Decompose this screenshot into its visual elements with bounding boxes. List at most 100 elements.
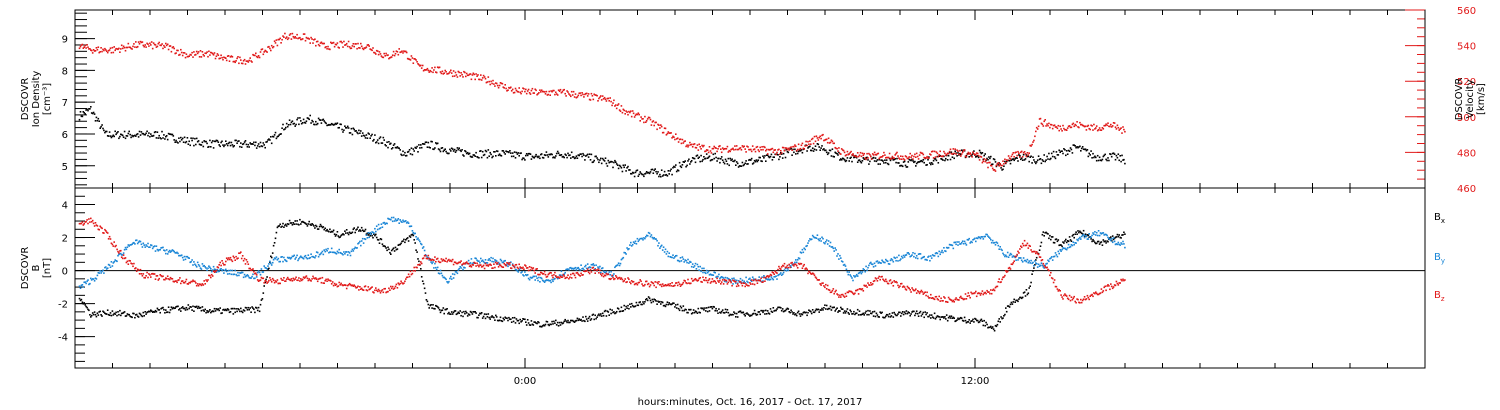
data-point	[942, 159, 944, 161]
data-point	[517, 91, 520, 93]
data-point	[293, 37, 295, 39]
data-point	[951, 153, 954, 155]
series-ion-density	[78, 106, 1126, 178]
data-point	[591, 161, 594, 164]
data-point	[987, 326, 989, 329]
data-point	[883, 316, 885, 319]
data-point	[586, 153, 589, 156]
data-point	[1005, 254, 1007, 257]
data-point	[172, 280, 175, 283]
data-point	[386, 291, 388, 293]
data-point	[150, 135, 153, 137]
data-point	[689, 163, 691, 165]
data-point	[595, 317, 597, 320]
data-point	[226, 144, 229, 147]
data-point	[684, 140, 686, 142]
data-point	[947, 316, 950, 319]
data-point	[694, 310, 697, 312]
data-point	[795, 313, 797, 315]
axis-title-line: Ion Density	[31, 71, 42, 128]
data-point	[958, 241, 960, 243]
data-point	[956, 319, 958, 321]
data-point	[80, 222, 83, 225]
data-point	[387, 54, 389, 56]
data-point	[184, 56, 187, 59]
data-point	[995, 241, 998, 243]
data-point	[440, 258, 443, 260]
data-point	[908, 158, 910, 161]
data-point	[589, 99, 592, 101]
data-point	[927, 157, 929, 159]
data-point	[570, 319, 573, 322]
data-point	[192, 279, 194, 282]
data-point	[621, 170, 624, 173]
data-point	[217, 266, 220, 269]
data-point	[669, 303, 671, 305]
data-point	[924, 258, 926, 261]
data-point	[599, 265, 601, 268]
data-point	[266, 268, 268, 270]
data-point	[149, 135, 151, 138]
data-point	[491, 156, 493, 159]
data-point	[937, 315, 940, 318]
data-point	[716, 160, 718, 162]
data-point	[443, 276, 445, 279]
data-point	[505, 87, 507, 90]
data-point	[265, 141, 267, 143]
data-point	[909, 255, 911, 258]
data-point	[93, 113, 96, 115]
data-point	[96, 119, 99, 122]
data-point	[592, 313, 595, 316]
data-point	[339, 251, 341, 254]
data-point	[333, 45, 336, 48]
data-point	[1039, 117, 1042, 120]
data-point	[335, 123, 338, 125]
data-point	[330, 283, 333, 285]
data-point	[369, 235, 371, 237]
data-point	[363, 230, 366, 232]
data-point	[535, 153, 537, 156]
data-point	[169, 276, 172, 279]
data-point	[933, 158, 936, 160]
data-point	[358, 47, 360, 49]
data-point	[525, 274, 527, 276]
top-right-axis-title: DSCOVR Velocity [km/s]	[1454, 78, 1487, 121]
data-point	[750, 157, 753, 160]
data-point	[776, 153, 778, 156]
data-point	[1113, 122, 1116, 124]
data-point	[134, 267, 136, 270]
data-point	[202, 145, 205, 148]
data-point	[451, 75, 454, 78]
data-point	[625, 305, 627, 308]
data-point	[772, 307, 775, 309]
data-point	[901, 165, 904, 168]
data-point	[359, 47, 361, 49]
data-point	[608, 100, 610, 102]
data-point	[1050, 256, 1053, 258]
data-point	[311, 119, 313, 122]
data-point	[248, 308, 250, 311]
data-point	[554, 277, 556, 280]
data-point	[404, 241, 406, 244]
data-point	[456, 147, 459, 149]
data-point	[195, 266, 198, 268]
data-point	[1074, 123, 1076, 126]
data-point	[1081, 234, 1084, 237]
data-point	[983, 235, 985, 238]
data-point	[210, 310, 213, 313]
data-point	[924, 311, 926, 313]
data-point	[1059, 244, 1061, 246]
data-point	[209, 274, 211, 277]
data-point	[438, 309, 441, 311]
data-point	[1020, 297, 1023, 300]
data-point	[187, 55, 190, 58]
data-point	[390, 218, 392, 221]
data-point	[472, 311, 475, 313]
data-point	[657, 300, 659, 303]
data-point	[617, 308, 620, 310]
data-point	[1017, 160, 1019, 162]
data-point	[141, 275, 144, 277]
data-point	[199, 306, 202, 309]
data-point	[627, 248, 629, 251]
data-point	[249, 277, 251, 279]
